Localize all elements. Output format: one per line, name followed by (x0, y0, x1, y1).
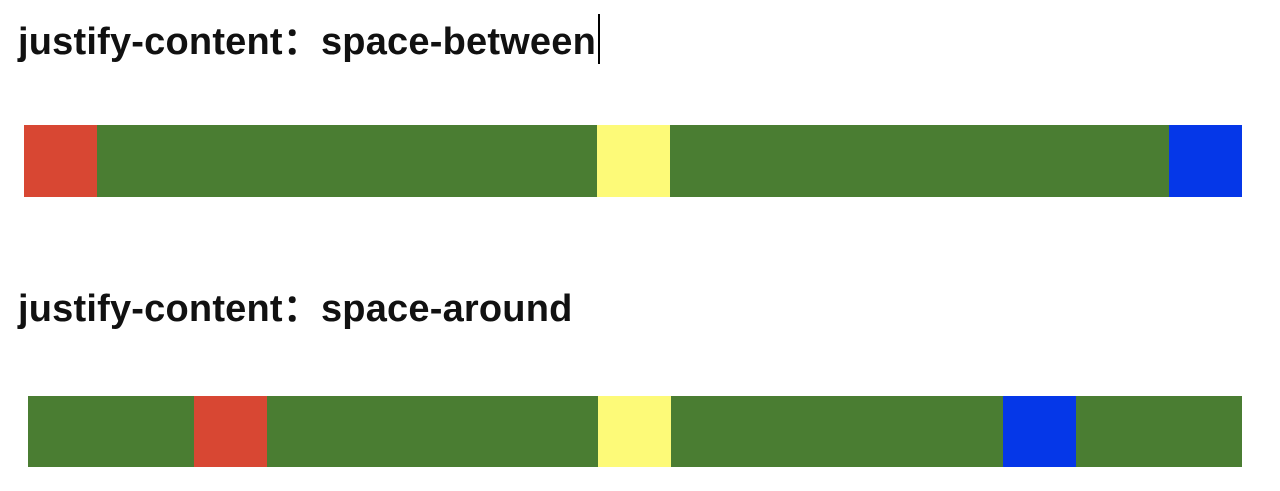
flex-container-space-between (24, 125, 1242, 197)
red-box (193, 396, 267, 467)
heading-text: justify-content：space-between (18, 21, 597, 63)
heading-space-between: justify-content：space-between (18, 14, 601, 65)
blue-box (1003, 396, 1077, 467)
flex-container-space-around (28, 396, 1242, 467)
blue-box (1169, 125, 1242, 197)
red-box (24, 125, 97, 197)
text-caret (598, 14, 601, 64)
yellow-box (596, 125, 670, 197)
heading-space-around: justify-content：space-around (18, 286, 573, 332)
heading-text: justify-content：space-around (18, 288, 573, 330)
yellow-box (598, 396, 672, 467)
